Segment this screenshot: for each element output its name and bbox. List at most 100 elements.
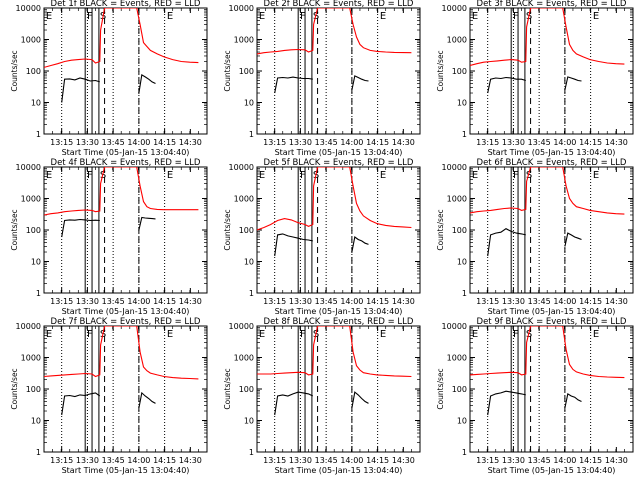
chart-title: Det 8f BLACK = Events, RED = LLD	[264, 317, 414, 327]
y-axis-label: Counts/sec	[10, 50, 19, 91]
x-tick-label: 13:15	[476, 456, 499, 465]
y-tick-label: 10	[244, 258, 254, 267]
x-axis-label: Start Time (05-Jan-15 13:04:40)	[488, 466, 616, 475]
y-tick-label: 10000	[229, 4, 254, 13]
series-line-events	[61, 391, 156, 416]
y-tick-label: 10000	[442, 4, 467, 13]
y-axis-label: Counts/sec	[10, 368, 19, 409]
y-tick-label: 1	[36, 130, 41, 139]
x-tick-label: 13:45	[528, 138, 551, 147]
x-tick-label: 14:00	[340, 297, 363, 306]
x-tick-label: 13:45	[528, 456, 551, 465]
region-label: E	[593, 11, 599, 22]
chart-title: Det 7f BLACK = Events, RED = LLD	[51, 317, 201, 327]
chart-panel-7: Det 7f BLACK = Events, RED = LLD 1 10 100 10…	[10, 317, 208, 475]
chart-title: Det 5f BLACK = Events, RED = LLD	[264, 158, 414, 168]
plot-frame	[43, 325, 208, 453]
chart-title: Det 4f BLACK = Events, RED = LLD	[51, 158, 201, 168]
chart-title: Det 1f BLACK = Events, RED = LLD	[51, 0, 201, 9]
x-tick-label: 14:30	[392, 138, 415, 147]
x-tick-label: 14:15	[366, 297, 389, 306]
series-line-events	[274, 75, 369, 94]
y-tick-label: 1	[462, 130, 467, 139]
region-label: E	[380, 170, 386, 181]
x-tick-label: 14:15	[153, 138, 176, 147]
series-line-lld	[470, 8, 625, 67]
plot-frame	[469, 7, 634, 135]
series-line-events	[61, 74, 156, 103]
y-tick-label: 100	[452, 385, 467, 394]
x-tick-label: 14:15	[579, 138, 602, 147]
chart-title: Det 6f BLACK = Events, RED = LLD	[477, 158, 627, 168]
x-tick-label: 14:00	[340, 138, 363, 147]
x-tick-label: 14:30	[605, 456, 628, 465]
region-label: E	[593, 329, 599, 340]
region-label: E	[167, 170, 173, 181]
chart-panel-1: Det 1f BLACK = Events, RED = LLD 1 10 100 10…	[10, 0, 208, 157]
x-tick-label: 13:30	[289, 456, 312, 465]
y-tick-label: 1000	[234, 195, 254, 204]
region-label: E	[167, 11, 173, 22]
region-label: E	[259, 329, 265, 340]
x-tick-label: 13:30	[502, 456, 525, 465]
x-tick-label: 13:45	[315, 297, 338, 306]
series-line-lld	[470, 326, 625, 379]
series-line-events	[487, 76, 582, 94]
x-tick-label: 14:30	[605, 138, 628, 147]
region-label: E	[259, 170, 265, 181]
x-axis-label: Start Time (05-Jan-15 13:04:40)	[275, 148, 403, 157]
x-tick-label: 14:30	[179, 456, 202, 465]
region-label: F	[87, 170, 93, 181]
x-axis-label: Start Time (05-Jan-15 13:04:40)	[488, 307, 616, 316]
x-tick-label: 14:15	[366, 456, 389, 465]
y-tick-label: 10	[457, 258, 467, 267]
x-tick-label: 13:15	[50, 138, 73, 147]
y-tick-label: 100	[26, 385, 41, 394]
series-line-lld	[44, 326, 199, 380]
y-tick-label: 10	[31, 258, 41, 267]
y-tick-label: 10	[31, 99, 41, 108]
series-line-lld	[257, 167, 412, 231]
y-tick-label: 10	[31, 417, 41, 426]
region-label: F	[87, 11, 93, 22]
region-label: E	[46, 170, 52, 181]
x-tick-label: 13:45	[315, 138, 338, 147]
y-axis-label: Counts/sec	[436, 50, 445, 91]
x-tick-label: 14:00	[340, 456, 363, 465]
x-tick-label: 13:15	[263, 138, 286, 147]
region-label: E	[380, 329, 386, 340]
x-axis-label: Start Time (05-Jan-15 13:04:40)	[62, 148, 190, 157]
x-axis-label: Start Time (05-Jan-15 13:04:40)	[62, 466, 190, 475]
y-tick-label: 1	[249, 130, 254, 139]
chart-panel-8: Det 8f BLACK = Events, RED = LLD 1 10 100 10…	[223, 317, 421, 475]
y-axis-label: Counts/sec	[223, 50, 232, 91]
region-label: E	[593, 170, 599, 181]
chart-panel-3: Det 3f BLACK = Events, RED = LLD 1 10 100 10…	[436, 0, 634, 157]
plot-frame	[43, 166, 208, 294]
chart-title: Det 2f BLACK = Events, RED = LLD	[264, 0, 414, 9]
x-tick-label: 13:45	[102, 138, 125, 147]
x-tick-label: 14:30	[605, 297, 628, 306]
x-tick-label: 13:15	[263, 456, 286, 465]
plot-frame	[469, 325, 634, 453]
y-tick-label: 10000	[16, 163, 41, 172]
plot-frame	[256, 166, 421, 294]
x-tick-label: 14:15	[153, 297, 176, 306]
y-tick-label: 1	[36, 448, 41, 457]
x-tick-label: 13:45	[102, 297, 125, 306]
y-tick-label: 100	[26, 226, 41, 235]
series-line-events	[487, 228, 582, 257]
x-tick-label: 13:15	[476, 297, 499, 306]
x-tick-label: 14:00	[553, 138, 576, 147]
y-axis-label: Counts/sec	[436, 209, 445, 250]
x-tick-label: 14:15	[366, 138, 389, 147]
x-tick-label: 14:00	[127, 138, 150, 147]
y-tick-label: 1000	[447, 354, 467, 363]
chart-panel-6: Det 6f BLACK = Events, RED = LLD 1 10 100 10…	[436, 158, 634, 316]
region-label: E	[46, 329, 52, 340]
y-tick-label: 100	[239, 67, 254, 76]
series-line-lld	[257, 8, 412, 55]
x-tick-label: 14:15	[579, 456, 602, 465]
x-tick-label: 13:30	[76, 138, 99, 147]
